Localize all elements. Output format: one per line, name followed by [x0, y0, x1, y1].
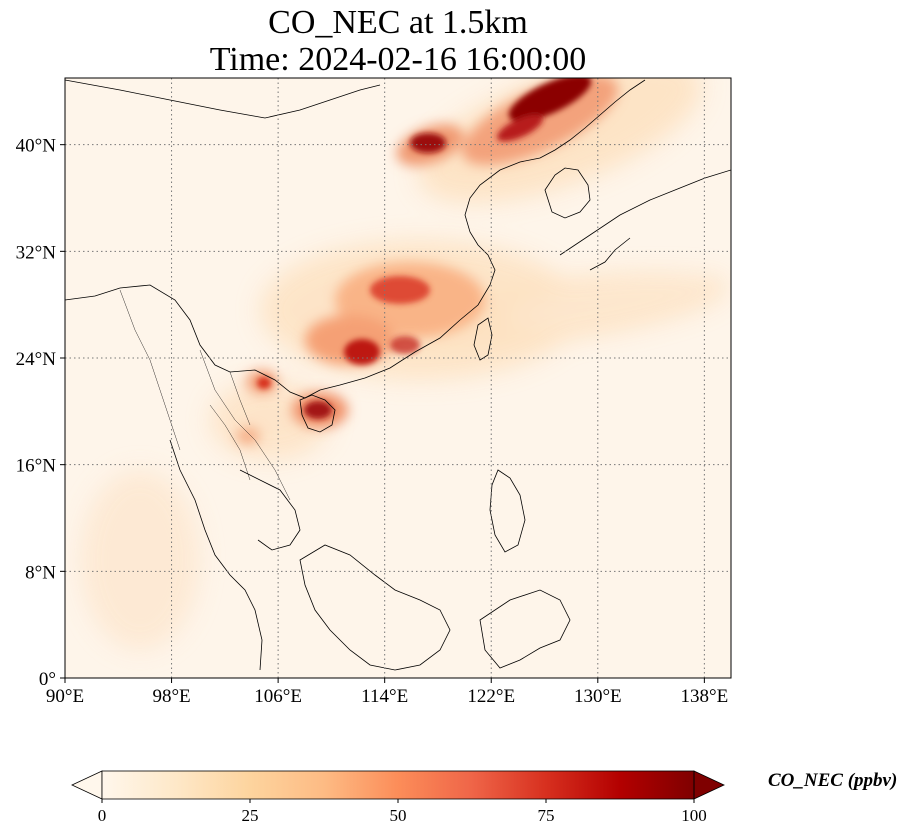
colorbar-label: CO_NEC (ppbv): [768, 770, 898, 791]
latitude-tick-label: 24°N: [16, 349, 57, 370]
map-area: [65, 78, 731, 678]
latitude-tick-label: 32°N: [16, 242, 57, 263]
colorbar-extend-max: [693, 770, 725, 800]
map-title: CO_NEC at 1.5km: [268, 4, 528, 41]
latitude-tick-label: 40°N: [16, 136, 57, 157]
longitude-tick-label: 122°E: [467, 686, 515, 707]
map-frame: [64, 77, 732, 679]
colorbar-tick-label: 75: [538, 806, 555, 825]
colorbar-tick-label: 100: [681, 806, 707, 825]
colorbar-tick-label: 0: [98, 806, 107, 825]
longitude-tick-label: 138°E: [681, 686, 729, 707]
colorbar: 0 25 50 75 100: [71, 770, 725, 825]
latitude-tick-label: 0°: [39, 669, 56, 690]
longitude-tick-label: 90°E: [46, 686, 84, 707]
map-subtitle-time: Time: 2024-02-16 16:00:00: [209, 41, 587, 78]
longitude-tick-label: 106°E: [254, 686, 302, 707]
longitude-tick-label: 98°E: [152, 686, 190, 707]
colorbar-gradient: [102, 771, 694, 799]
latitude-tick-label: 8°N: [25, 562, 56, 583]
colorbar-tick-label: 25: [242, 806, 259, 825]
longitude-axis: 90°E 98°E 106°E 114°E 122°E 130°E 138°E: [46, 678, 728, 707]
longitude-tick-label: 130°E: [574, 686, 622, 707]
latitude-tick-label: 16°N: [16, 456, 57, 477]
longitude-tick-label: 114°E: [361, 686, 408, 707]
colorbar-tick-label: 50: [390, 806, 407, 825]
co-concentration-field: [80, 78, 729, 650]
map-gridlines: [65, 78, 731, 678]
colorbar-ticks: 0 25 50 75 100: [98, 799, 707, 825]
colorbar-extend-min: [71, 770, 103, 800]
latitude-axis: 0° 8°N 16°N 24°N 32°N 40°N: [16, 136, 65, 690]
